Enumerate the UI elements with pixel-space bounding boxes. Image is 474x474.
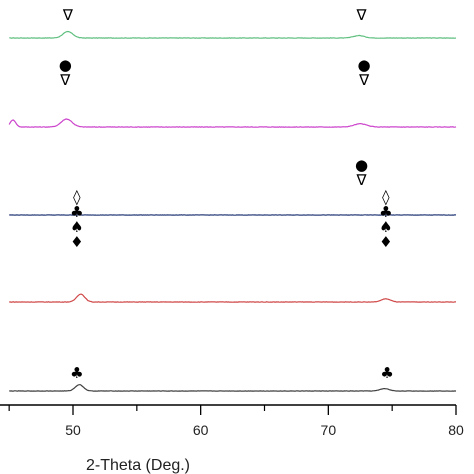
series-layer	[8, 30, 457, 392]
x-axis-label: 2-Theta (Deg.)	[86, 457, 190, 474]
phase-marker-s2-p2-2: ∇	[358, 71, 370, 89]
x-tick-label-60: 60	[193, 422, 209, 438]
phase-marker-s1-p1-1: ∇	[62, 6, 74, 24]
x-tick-label-70: 70	[321, 422, 337, 438]
phase-marker-s2-p2-1: ●	[358, 56, 371, 74]
phase-marker-s4-p2-1: ◊	[382, 188, 390, 206]
phase-marker-s3-p1-2: ∇	[355, 171, 367, 189]
phase-marker-s4-p1-3: ♠	[70, 218, 83, 236]
marker-layer: ∇ ∇●∇●∇●∇◊♣♠♦◊♣♠♦♣ ♣	[59, 6, 394, 382]
series-line-5	[9, 384, 457, 392]
x-tick-layer: 50 60 70 80	[8, 405, 464, 438]
phase-marker-s1-p2-1: ∇	[355, 6, 367, 24]
series-line-2	[8, 118, 457, 128]
phase-marker-s4-p2-4: ♦	[379, 233, 392, 251]
phase-marker-s2-p1-2: ∇	[59, 71, 71, 89]
x-tick-label-80: 80	[448, 422, 464, 438]
phase-marker-s2-p1-1: ●	[59, 56, 72, 74]
phase-marker-s4-p1-4: ♦	[70, 233, 83, 251]
phase-marker-s4-p2-3: ♠	[379, 218, 392, 236]
phase-marker-s3-p1-1: ●	[355, 156, 368, 174]
phase-marker-s5-p1-1: ♣	[70, 364, 83, 382]
phase-marker-s4-p1-1: ◊	[73, 188, 81, 206]
series-line-4	[9, 293, 457, 303]
x-tick-label-50: 50	[65, 422, 81, 438]
phase-marker-s4-p2-2: ♣	[379, 203, 392, 221]
phase-marker-s4-p1-2: ♣	[70, 203, 83, 221]
phase-marker-s5-p2-1: ♣	[380, 364, 393, 382]
series-line-1	[9, 30, 457, 39]
